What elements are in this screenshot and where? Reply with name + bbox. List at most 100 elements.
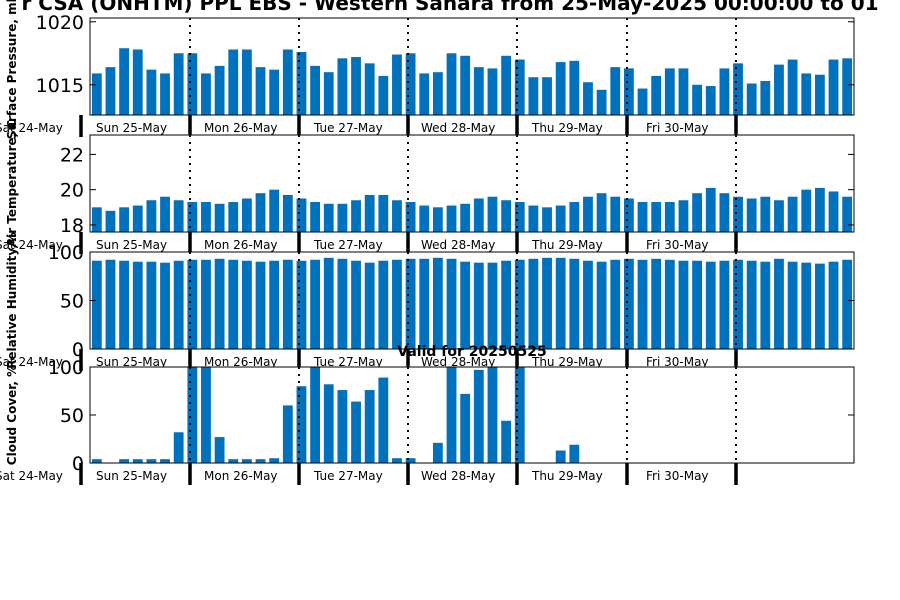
data-bar [583,82,593,115]
data-bar [214,258,225,349]
data-bar [119,207,130,232]
data-bar [542,257,552,349]
data-bar [187,259,198,349]
data-bar [596,89,607,115]
data-bar [364,262,375,349]
y-axis-label: Surface Pressure, mb [5,0,19,139]
data-bar [569,444,580,463]
data-bar [473,262,484,349]
data-bar [337,203,348,232]
data-bar [160,196,170,232]
data-bar [201,259,211,349]
data-bar [255,67,266,115]
data-bar [201,202,211,232]
day-label: Fri 30-May [646,121,709,135]
data-bar [91,260,102,349]
data-bar [623,258,634,349]
y-tick-label: 20 [60,180,84,202]
data-bar [201,367,211,463]
data-bar [419,205,430,232]
data-bar [337,390,348,463]
data-bar [255,261,266,349]
data-bar [637,202,648,232]
data-bar [241,49,252,115]
data-bar [760,196,771,232]
data-bar [514,59,525,115]
data-bar [473,67,484,115]
data-bar [705,86,716,115]
data-bar [555,257,566,349]
y-tick-label: 100 [48,242,84,264]
data-bar [296,386,307,463]
day-label: Thu 29-May [531,238,603,252]
data-bar [392,458,402,463]
data-bar [842,259,853,349]
data-bar [146,200,157,232]
data-bar [392,54,402,115]
y-tick-label: 100 [48,357,84,379]
data-bar [351,200,361,232]
y-axis-label: Cloud Cover, % [5,365,19,465]
data-bar [801,262,812,349]
data-bar [214,203,225,232]
data-bar [814,187,825,232]
data-bar [446,258,457,349]
data-bar [514,367,525,463]
day-label: Mon 26-May [204,355,278,369]
data-bar [719,260,730,349]
y-tick-label: 1020 [36,12,84,34]
data-bar [705,187,716,232]
data-bar [555,62,566,115]
day-label: Thu 29-May [531,469,603,483]
data-bar [364,194,375,232]
data-bar [528,258,539,349]
data-bar [760,80,771,115]
data-bar [255,459,266,463]
data-bar [378,75,389,115]
data-bar [296,198,307,232]
data-bar [746,83,757,115]
data-bar [132,205,143,232]
data-bar [623,198,634,232]
data-bar [241,260,252,349]
data-bar [501,55,512,115]
data-bar [569,202,580,232]
data-bar [542,77,552,115]
data-bar [501,260,512,349]
data-bar [187,53,198,115]
data-bar [173,53,184,115]
data-bar [678,260,689,349]
data-bar [132,459,143,463]
data-bar [132,261,143,349]
data-bar [514,202,525,232]
data-bar [146,69,157,115]
y-axis-label: Relative Humidity,% [5,232,19,369]
day-label: Sun 25-May [96,238,167,252]
data-bar [323,384,334,463]
data-bar [432,207,443,232]
data-bar [487,196,498,232]
data-bar [405,458,416,463]
data-bar [419,258,430,349]
data-bar [310,202,321,232]
data-bar [364,63,375,115]
data-bar [160,262,170,349]
day-label: Sat 24-May [0,238,63,252]
chart-title: r CSA (ONHTM) PPL EBS - Western Sahara f… [21,0,879,15]
data-bar [323,257,334,349]
data-bar [405,258,416,349]
data-bar [664,68,675,115]
data-bar [651,258,662,349]
data-bar [446,367,457,463]
data-bar [392,259,402,349]
data-bar [828,59,839,115]
y-tick-label: 1015 [36,75,84,97]
day-label: Fri 30-May [646,469,709,483]
data-bar [91,459,102,463]
data-bar [460,393,471,463]
data-bar [801,73,812,115]
data-bar [241,198,252,232]
day-label: Wed 28-May [421,238,495,252]
data-bar [432,72,443,115]
